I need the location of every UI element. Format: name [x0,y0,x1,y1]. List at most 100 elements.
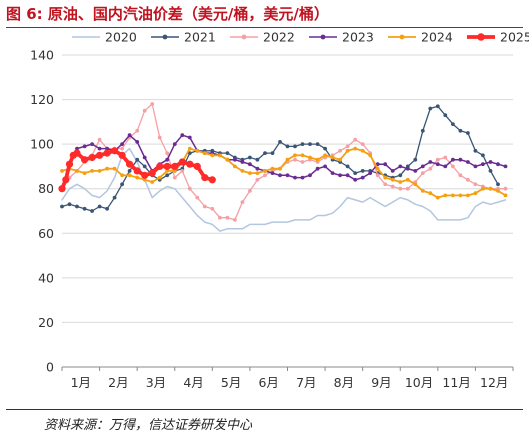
data-point-2024 [435,195,440,200]
data-point-2022 [135,128,140,133]
data-point-2021 [142,164,147,169]
data-point-2021 [353,171,358,176]
data-point-2025 [62,176,70,184]
data-point-2021 [97,204,102,209]
data-point-2024 [97,169,102,173]
data-point-2022 [383,182,388,187]
legend-marker [241,34,247,40]
data-point-2022 [473,182,478,187]
legend-marker [320,34,326,40]
data-point-2022 [187,186,192,191]
grid-layer [62,54,513,323]
data-point-2024 [270,166,275,171]
data-point-2024 [428,191,433,196]
data-point-2023 [466,160,470,164]
data-point-2021 [225,151,230,155]
x-tick-label: 8月 [334,375,354,390]
y-tick-label: 140 [30,48,54,63]
data-point-2025 [88,153,96,162]
data-point-2023 [233,157,237,162]
data-point-2021 [67,202,72,207]
y-tick-label: 60 [38,226,54,241]
data-point-2022 [240,200,245,205]
data-point-2024 [150,180,155,184]
data-point-2024 [225,157,230,162]
data-point-2025 [103,149,111,157]
data-point-2023 [390,169,395,173]
data-point-2023 [75,146,79,151]
data-point-2023 [120,142,124,146]
data-point-2024 [375,166,380,171]
y-tick-label: 100 [30,137,54,152]
data-point-2021 [285,144,290,149]
data-point-2024 [240,169,245,173]
legend-marker [162,34,168,40]
data-point-2023 [473,164,478,169]
data-point-2021 [496,182,500,187]
data-point-2023 [338,173,342,178]
data-point-2024 [218,153,222,158]
x-tick-label: 5月 [221,375,241,390]
figure-title: 图 6: 原油、国内汽油价差（美元/桶，美元/桶） [6,5,329,23]
data-point-2023 [375,162,380,167]
data-point-2022 [150,102,155,106]
data-point-2021 [278,140,282,144]
legend-item-2020: 2020 [72,30,137,45]
data-point-2021 [443,113,448,118]
data-point-2021 [75,204,79,209]
data-point-2023 [405,166,410,171]
data-point-2021 [315,142,320,146]
data-point-2024 [248,171,252,176]
data-point-2022 [165,151,170,155]
legend-marker [477,33,485,41]
data-point-2023 [300,175,305,180]
data-point-2022 [353,137,358,142]
data-point-2022 [375,173,380,178]
y-tick-label: 80 [38,181,54,196]
data-point-2022 [466,177,470,182]
data-point-2023 [293,175,297,180]
data-point-2021 [451,122,455,126]
data-point-2025 [186,160,194,168]
data-point-2022 [157,135,162,140]
data-point-2024 [466,193,470,198]
data-point-2025 [208,176,216,184]
data-point-2025 [201,174,209,182]
data-point-2022 [210,206,215,211]
data-point-2023 [398,164,403,169]
legend-item-2023: 2023 [309,30,374,45]
x-tick-label: 6月 [258,375,278,390]
data-point-2025 [178,158,186,166]
data-point-2023 [323,164,327,169]
x-tick-label: 10月 [405,375,433,390]
data-point-2023 [413,169,418,173]
data-point-2021 [248,155,252,160]
data-point-2023 [105,146,109,151]
data-point-2025 [81,156,89,164]
data-point-2024 [293,153,297,158]
legend-label: 2023 [342,30,374,45]
legend-label: 2020 [105,30,137,45]
data-point-2022 [202,204,207,209]
data-point-2024 [496,189,500,193]
data-point-2024 [285,157,290,162]
data-point-2021 [345,164,350,169]
data-point-2024 [112,166,117,171]
data-point-2022 [345,144,350,149]
data-point-2023 [285,173,290,178]
data-point-2021 [60,204,64,209]
data-point-2023 [172,142,177,146]
data-point-2024 [165,169,170,173]
data-point-2023 [451,157,455,162]
data-point-2024 [135,175,140,180]
data-point-2024 [360,148,365,153]
data-point-2024 [202,151,207,155]
data-point-2023 [97,146,102,151]
data-point-2022 [218,215,222,220]
data-point-2022 [398,186,403,191]
data-point-2024 [263,169,267,173]
data-point-2022 [405,186,410,191]
data-point-2021 [120,182,124,187]
data-point-2021 [112,195,117,200]
data-point-2025 [133,167,141,175]
